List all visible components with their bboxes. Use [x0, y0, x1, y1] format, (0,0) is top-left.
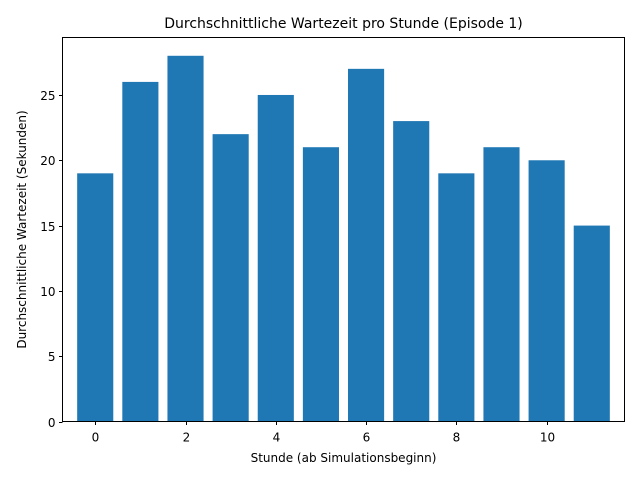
chart-title: Durchschnittliche Wartezeit pro Stunde (… — [164, 16, 523, 32]
bar-hour-2 — [167, 55, 204, 422]
x-tick-label-8: 8 — [453, 431, 461, 445]
y-tick-label-0: 0 — [48, 416, 56, 430]
bar-hour-4 — [257, 94, 294, 422]
x-tick-label-6: 6 — [363, 431, 371, 445]
bars-group — [77, 55, 610, 422]
bar-hour-7 — [393, 121, 430, 422]
bar-hour-5 — [302, 147, 339, 422]
x-axis-label: Stunde (ab Simulationsbeginn) — [251, 451, 437, 465]
y-tick-label-15: 15 — [40, 220, 55, 234]
bar-hour-11 — [573, 225, 610, 422]
x-axis: 0 2 4 6 8 10 — [92, 421, 555, 445]
x-tick-label-0: 0 — [92, 431, 100, 445]
bar-hour-8 — [438, 173, 475, 422]
bar-hour-6 — [348, 68, 385, 422]
bar-hour-9 — [483, 147, 520, 422]
y-tick-label-25: 25 — [40, 89, 55, 103]
x-tick-label-10: 10 — [540, 431, 555, 445]
y-axis: 0 5 10 15 20 25 — [40, 89, 63, 430]
bar-hour-1 — [122, 81, 159, 422]
bar-hour-10 — [528, 160, 565, 422]
y-tick-label-20: 20 — [40, 154, 55, 168]
x-tick-label-2: 2 — [183, 431, 191, 445]
bar-hour-0 — [77, 173, 114, 422]
y-axis-label: Durchschnittliche Wartezeit (Sekunden) — [15, 110, 29, 348]
bar-hour-3 — [212, 134, 249, 422]
plot-frame — [62, 37, 625, 422]
x-tick-label-4: 4 — [273, 431, 281, 445]
y-tick-label-5: 5 — [48, 350, 56, 364]
y-tick-label-10: 10 — [40, 285, 55, 299]
